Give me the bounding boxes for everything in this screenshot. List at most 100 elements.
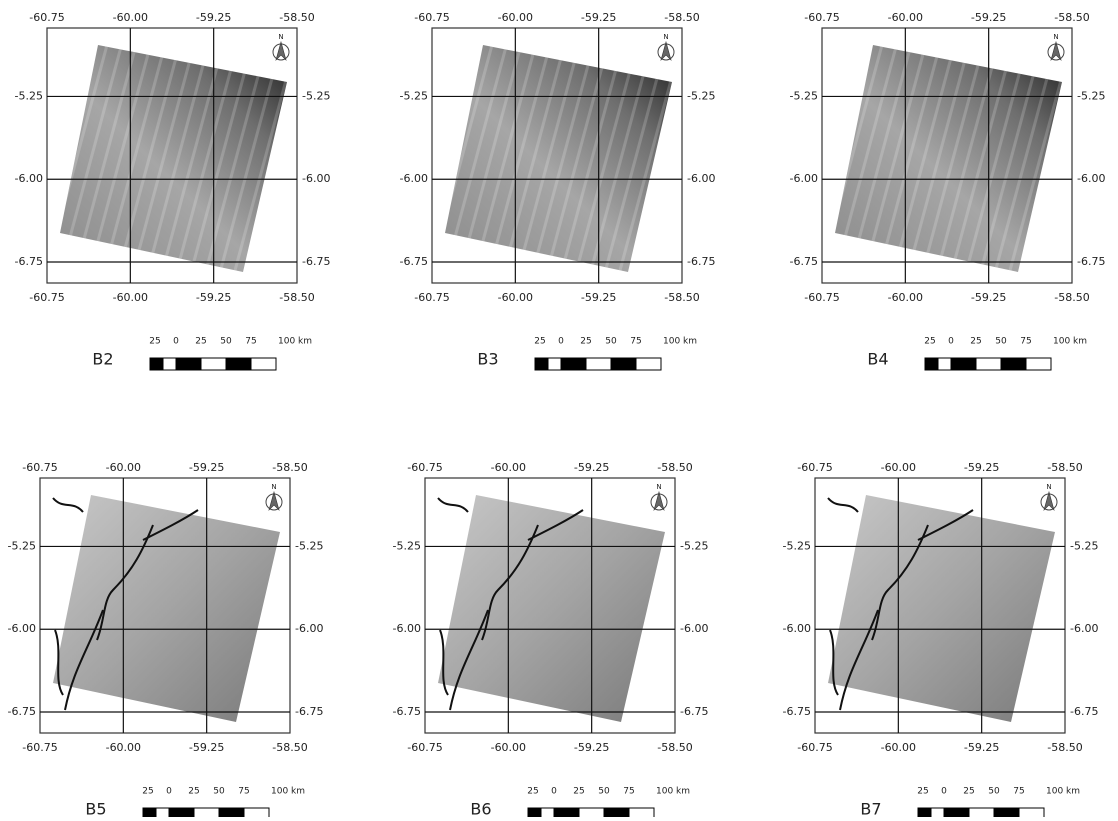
y-tick-label: -5.25: [393, 539, 421, 552]
x-tick-label: -60.00: [491, 741, 526, 754]
scale-segment: [244, 808, 269, 817]
y-tick-label: -6.00: [790, 172, 818, 185]
x-tick-label: -60.75: [22, 741, 57, 754]
scale-label: 100 km: [656, 787, 690, 797]
map-panel: -60.75-60.75-60.00-60.00-59.25-59.25-58.…: [393, 461, 709, 817]
x-tick-label: -60.00: [106, 741, 141, 754]
y-tick-label: -6.00: [15, 172, 43, 185]
y-tick-label: -6.75: [8, 705, 36, 718]
x-tick-label: -60.75: [29, 291, 64, 304]
scale-segment: [169, 808, 194, 817]
x-tick-label: -59.25: [964, 461, 999, 474]
y-tick-label: -5.25: [400, 89, 428, 102]
scale-label: 75: [238, 787, 249, 797]
y-tick-label: -5.25: [15, 89, 43, 102]
x-tick-label: -59.25: [189, 461, 224, 474]
scale-segment: [156, 808, 169, 817]
scale-label: 25: [573, 787, 584, 797]
scale-segment: [251, 358, 276, 370]
x-tick-label: -58.50: [664, 11, 699, 24]
scale-label: 0: [941, 787, 947, 797]
scale-segment: [535, 358, 548, 370]
y-tick-label: -5.25: [783, 539, 811, 552]
scale-label: 0: [551, 787, 557, 797]
scale-segment: [201, 358, 226, 370]
x-tick-label: -59.25: [581, 291, 616, 304]
y-tick-label: -6.75: [15, 255, 43, 268]
north-label: N: [663, 33, 668, 41]
x-tick-label: -58.50: [657, 461, 692, 474]
y-tick-label: -5.25: [8, 539, 36, 552]
scale-label: 75: [245, 337, 256, 347]
x-tick-label: -59.25: [964, 741, 999, 754]
scale-segment: [604, 808, 629, 817]
scale-label: 50: [220, 337, 232, 347]
y-tick-label: -5.25: [1077, 89, 1105, 102]
map-panel: -60.75-60.75-60.00-60.00-59.25-59.25-58.…: [400, 11, 716, 370]
x-tick-label: -59.25: [971, 291, 1006, 304]
scale-label: 0: [173, 337, 179, 347]
x-tick-label: -59.25: [574, 741, 609, 754]
x-tick-label: -59.25: [196, 11, 231, 24]
scale-label: 25: [917, 787, 928, 797]
scale-label: 25: [970, 337, 981, 347]
scale-label: 25: [188, 787, 199, 797]
scale-segment: [994, 808, 1019, 817]
x-tick-label: -58.50: [279, 11, 314, 24]
x-tick-label: -60.00: [113, 11, 148, 24]
y-tick-label: -6.00: [687, 172, 715, 185]
north-label: N: [656, 483, 661, 491]
x-tick-label: -59.25: [971, 11, 1006, 24]
scale-segment: [226, 358, 251, 370]
x-tick-label: -58.50: [657, 741, 692, 754]
north-label: N: [1046, 483, 1051, 491]
panel-label: B6: [470, 800, 491, 818]
y-tick-label: -5.25: [790, 89, 818, 102]
panel-label: B5: [85, 800, 106, 818]
y-tick-label: -6.75: [1070, 705, 1098, 718]
x-tick-label: -58.50: [664, 291, 699, 304]
map-panel: -60.75-60.75-60.00-60.00-59.25-59.25-58.…: [15, 11, 331, 370]
x-tick-label: -58.50: [1054, 11, 1089, 24]
scale-segment: [528, 808, 541, 817]
y-tick-label: -6.00: [8, 622, 36, 635]
y-tick-label: -6.75: [1077, 255, 1105, 268]
x-tick-label: -60.00: [888, 291, 923, 304]
scale-label: 25: [534, 337, 545, 347]
y-tick-label: -6.75: [687, 255, 715, 268]
scale-label: 25: [195, 337, 206, 347]
scale-label: 100 km: [1046, 787, 1080, 797]
map-panel: -60.75-60.75-60.00-60.00-59.25-59.25-58.…: [790, 11, 1106, 370]
x-tick-label: -59.25: [581, 11, 616, 24]
map-panel: -60.75-60.75-60.00-60.00-59.25-59.25-58.…: [8, 461, 324, 817]
north-label: N: [278, 33, 283, 41]
scale-segment: [918, 808, 931, 817]
scale-segment: [925, 358, 938, 370]
panel-label: B2: [92, 350, 113, 369]
y-tick-label: -5.25: [1070, 539, 1098, 552]
scale-segment: [194, 808, 219, 817]
x-tick-label: -58.50: [1054, 291, 1089, 304]
scale-label: 100 km: [278, 337, 312, 347]
x-tick-label: -59.25: [574, 461, 609, 474]
x-tick-label: -60.00: [888, 11, 923, 24]
x-tick-label: -60.00: [498, 11, 533, 24]
y-tick-label: -6.00: [393, 622, 421, 635]
y-tick-label: -6.75: [790, 255, 818, 268]
x-tick-label: -60.75: [797, 741, 832, 754]
y-tick-label: -6.75: [302, 255, 330, 268]
scale-segment: [561, 358, 586, 370]
x-tick-label: -60.75: [407, 461, 442, 474]
y-tick-label: -5.25: [680, 539, 708, 552]
y-tick-label: -6.75: [680, 705, 708, 718]
scale-segment: [541, 808, 554, 817]
north-label: N: [1053, 33, 1058, 41]
scale-label: 25: [142, 787, 153, 797]
x-tick-label: -59.25: [189, 741, 224, 754]
scale-segment: [931, 808, 944, 817]
map-panel: -60.75-60.75-60.00-60.00-59.25-59.25-58.…: [783, 461, 1099, 817]
y-tick-label: -6.00: [302, 172, 330, 185]
x-tick-label: -60.00: [113, 291, 148, 304]
scale-label: 100 km: [663, 337, 697, 347]
x-tick-label: -60.75: [407, 741, 442, 754]
